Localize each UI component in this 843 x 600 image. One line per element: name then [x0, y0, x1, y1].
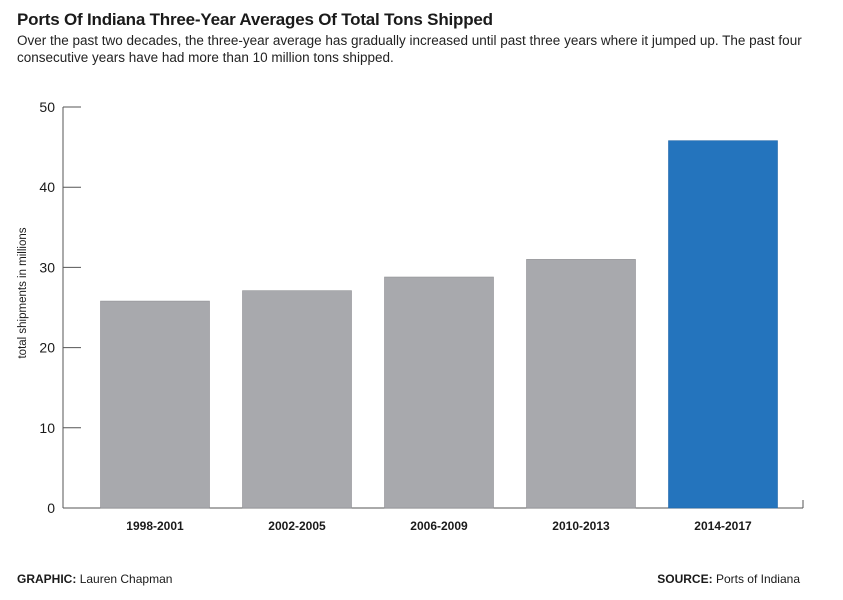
y-tick-label: 20: [39, 340, 55, 356]
y-tick-label: 30: [39, 259, 55, 275]
bars: [100, 140, 778, 509]
chart-subtitle: Over the past two decades, the three-yea…: [17, 33, 802, 65]
bar-2014-2017: [668, 140, 778, 509]
y-tick-label: 10: [39, 420, 55, 436]
x-tick-label: 2006-2009: [410, 519, 468, 533]
y-tick-label: 50: [39, 99, 55, 115]
bar-1998-2001: [100, 300, 210, 509]
bar-2006-2009: [384, 276, 494, 509]
x-tick-label: 1998-2001: [126, 519, 184, 533]
x-tick-label: 2002-2005: [268, 519, 326, 533]
bar-2002-2005: [242, 290, 352, 509]
y-axis: 0 10 20 30 40 50: [39, 99, 81, 516]
category-labels: 1998-2001 2002-2005 2006-2009 2010-2013 2014…: [126, 519, 752, 533]
source-credit-value: Ports of Indiana: [715, 572, 800, 586]
y-tick-label: 0: [47, 500, 55, 516]
chart-title: Ports Of Indiana Three-Year Averages Of …: [17, 10, 493, 29]
source-credit: SOURCE: Ports of Indiana: [657, 572, 800, 586]
graphic-credit-label: GRAPHIC:: [17, 572, 77, 586]
graphic-credit-value: Lauren Chapman: [79, 572, 173, 586]
x-tick-label: 2010-2013: [552, 519, 610, 533]
y-axis-label: total shipments in millions: [17, 227, 29, 358]
graphic-credit: GRAPHIC: Lauren Chapman: [17, 572, 172, 586]
y-tick-label: 40: [39, 179, 55, 195]
bar-2010-2013: [526, 259, 636, 509]
source-credit-label: SOURCE:: [657, 572, 713, 586]
x-tick-label: 2014-2017: [694, 519, 752, 533]
